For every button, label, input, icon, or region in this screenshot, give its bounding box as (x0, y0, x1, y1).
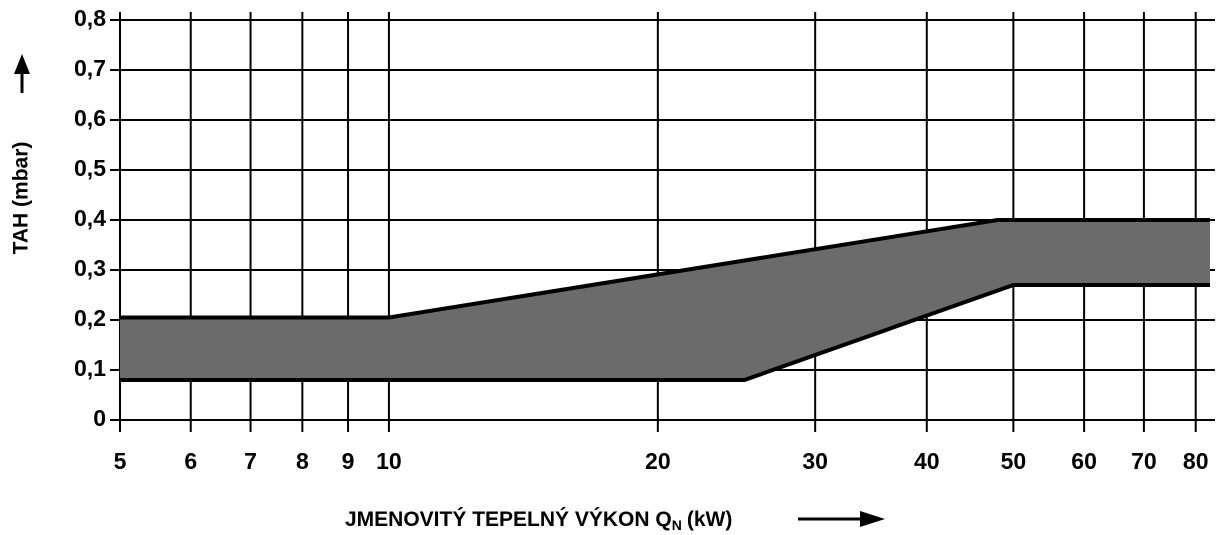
x-tick-label: 7 (244, 448, 257, 474)
x-tick-label: 30 (802, 448, 828, 474)
y-tick-label: 0,7 (74, 55, 106, 81)
x-tick-label: 80 (1183, 448, 1209, 474)
y-tick-label: 0,5 (74, 155, 106, 181)
y-axis-label: TAH (mbar) (10, 142, 33, 255)
x-tick-label: 20 (645, 448, 671, 474)
y-tick-label: 0,6 (74, 105, 106, 131)
band-boundary (120, 218, 1210, 320)
y-tick-label: 0,2 (74, 305, 106, 331)
x-tick-label: 6 (184, 448, 197, 474)
x-tick-label: 60 (1071, 448, 1097, 474)
x-label-subscript: N (672, 517, 682, 533)
x-tick-label: 50 (1001, 448, 1027, 474)
y-tick-label: 0 (93, 405, 106, 431)
y-tick-label: 0,8 (74, 5, 106, 31)
x-tick-label: 70 (1131, 448, 1157, 474)
y-tick-label: 0,3 (74, 255, 106, 281)
x-tick-label: 10 (376, 448, 402, 474)
x-axis-label: JMENOVITÝ TEPELNÝ VÝKON QN (kW) (345, 507, 732, 533)
y-tick-label: 0,4 (74, 205, 106, 231)
band-area (120, 220, 1210, 380)
x-tick-label: 9 (342, 448, 355, 474)
x-tick-label: 40 (914, 448, 940, 474)
x-label-main: JMENOVITÝ TEPELNÝ VÝKON Q (345, 507, 672, 531)
band-boundary (120, 283, 1210, 382)
x-tick-label: 8 (296, 448, 309, 474)
x-label-unit: (kW) (687, 508, 733, 531)
plot (120, 218, 1210, 382)
y-arrow-head (14, 54, 30, 74)
x-tick-label: 5 (114, 448, 127, 474)
x-arrow-head (860, 511, 885, 527)
y-tick-label: 0,1 (74, 355, 106, 381)
